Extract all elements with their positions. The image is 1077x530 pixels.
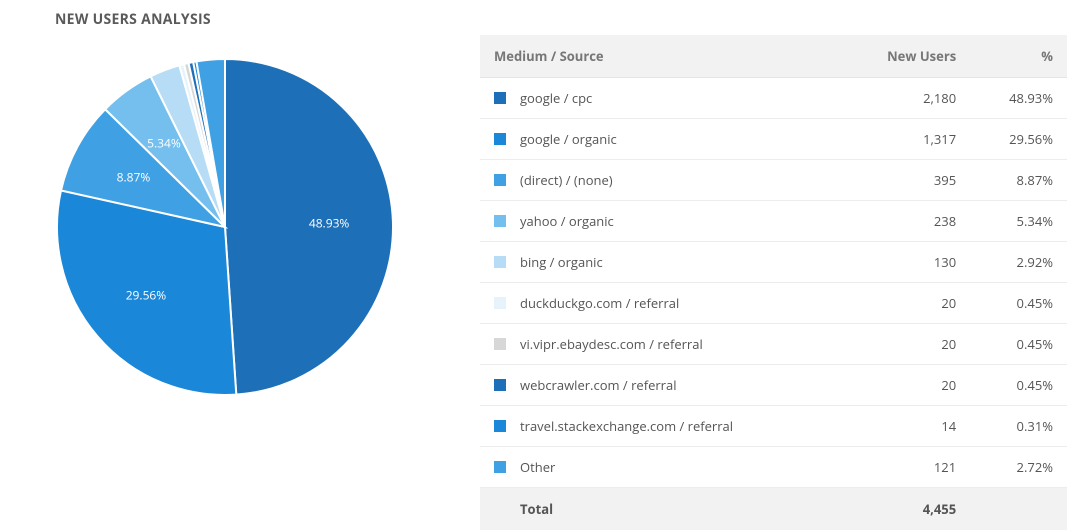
source-table: Medium / Source New Users % google / cpc… bbox=[480, 35, 1067, 530]
source-label: google / cpc bbox=[520, 89, 592, 107]
cell-percent: 29.56% bbox=[970, 119, 1067, 160]
cell-percent: 0.45% bbox=[970, 365, 1067, 406]
table-row: travel.stackexchange.com / referral 140.3… bbox=[480, 406, 1067, 447]
cell-source: vi.vipr.ebaydesc.com / referral bbox=[480, 324, 840, 365]
legend-swatch bbox=[494, 379, 506, 391]
legend-swatch bbox=[494, 133, 506, 145]
cell-source: yahoo / organic bbox=[480, 201, 840, 242]
cell-percent: 2.92% bbox=[970, 242, 1067, 283]
cell-users: 1,317 bbox=[840, 119, 971, 160]
cell-percent: 8.87% bbox=[970, 160, 1067, 201]
cell-source: google / cpc bbox=[480, 78, 840, 119]
source-label: (direct) / (none) bbox=[520, 171, 613, 189]
total-users: 4,455 bbox=[840, 488, 971, 530]
cell-source: bing / organic bbox=[480, 242, 840, 283]
cell-percent: 0.45% bbox=[970, 283, 1067, 324]
table-row: duckduckgo.com / referral 200.45% bbox=[480, 283, 1067, 324]
cell-users: 14 bbox=[840, 406, 971, 447]
cell-users: 238 bbox=[840, 201, 971, 242]
cell-percent: 0.31% bbox=[970, 406, 1067, 447]
cell-percent: 0.45% bbox=[970, 324, 1067, 365]
source-label: yahoo / organic bbox=[520, 212, 614, 230]
table-row: bing / organic 1302.92% bbox=[480, 242, 1067, 283]
cell-source: duckduckgo.com / referral bbox=[480, 283, 840, 324]
col-source: Medium / Source bbox=[480, 35, 840, 78]
cell-percent: 2.72% bbox=[970, 447, 1067, 488]
cell-source: Other bbox=[480, 447, 840, 488]
table-total-row: Total 4,455 bbox=[480, 488, 1067, 530]
cell-users: 121 bbox=[840, 447, 971, 488]
legend-swatch bbox=[494, 92, 506, 104]
cell-source: (direct) / (none) bbox=[480, 160, 840, 201]
pie-slice-label: 8.87% bbox=[117, 169, 151, 186]
source-label: duckduckgo.com / referral bbox=[520, 294, 679, 312]
table-row: vi.vipr.ebaydesc.com / referral 200.45% bbox=[480, 324, 1067, 365]
table-row: yahoo / organic 2385.34% bbox=[480, 201, 1067, 242]
source-label: vi.vipr.ebaydesc.com / referral bbox=[520, 335, 703, 353]
pie-chart: 48.93% 29.56% 8.87% 5.34% bbox=[45, 47, 405, 407]
cell-percent: 5.34% bbox=[970, 201, 1067, 242]
cell-users: 20 bbox=[840, 283, 971, 324]
cell-source: google / organic bbox=[480, 119, 840, 160]
pie-slice-label: 29.56% bbox=[126, 286, 167, 303]
table-header-row: Medium / Source New Users % bbox=[480, 35, 1067, 78]
legend-swatch bbox=[494, 256, 506, 268]
legend-swatch bbox=[494, 297, 506, 309]
source-label: Other bbox=[520, 458, 555, 476]
table-row: Other 1212.72% bbox=[480, 447, 1067, 488]
legend-swatch bbox=[494, 338, 506, 350]
table-row: (direct) / (none) 3958.87% bbox=[480, 160, 1067, 201]
cell-users: 20 bbox=[840, 324, 971, 365]
cell-source: webcrawler.com / referral bbox=[480, 365, 840, 406]
section-title: NEW USERS ANALYSIS bbox=[55, 10, 460, 29]
source-label: bing / organic bbox=[520, 253, 603, 271]
col-users: New Users bbox=[840, 35, 971, 78]
source-label: travel.stackexchange.com / referral bbox=[520, 417, 733, 435]
pie-slice-label: 5.34% bbox=[147, 134, 181, 151]
legend-swatch bbox=[494, 461, 506, 473]
cell-users: 20 bbox=[840, 365, 971, 406]
source-label: google / organic bbox=[520, 130, 617, 148]
cell-users: 2,180 bbox=[840, 78, 971, 119]
table-row: google / organic 1,31729.56% bbox=[480, 119, 1067, 160]
cell-source: travel.stackexchange.com / referral bbox=[480, 406, 840, 447]
legend-swatch bbox=[494, 215, 506, 227]
source-label: webcrawler.com / referral bbox=[520, 376, 677, 394]
legend-swatch bbox=[494, 420, 506, 432]
pie-slice-label: 48.93% bbox=[309, 215, 350, 232]
legend-swatch bbox=[494, 174, 506, 186]
table-row: google / cpc 2,18048.93% bbox=[480, 78, 1067, 119]
cell-users: 130 bbox=[840, 242, 971, 283]
table-row: webcrawler.com / referral 200.45% bbox=[480, 365, 1067, 406]
total-label: Total bbox=[480, 488, 840, 530]
col-percent: % bbox=[970, 35, 1067, 78]
cell-users: 395 bbox=[840, 160, 971, 201]
cell-percent: 48.93% bbox=[970, 78, 1067, 119]
total-percent bbox=[970, 488, 1067, 530]
